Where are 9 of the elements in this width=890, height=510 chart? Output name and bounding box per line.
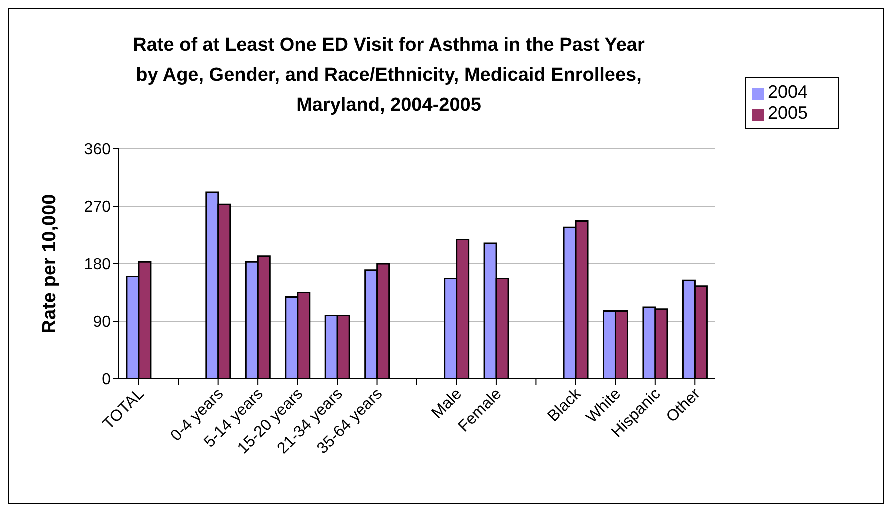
chart-title: Rate of at Least One ED Visit for Asthma in the Past Year by Age, Gender, and Race/Ethnicity, Medicaid Enrollees, Maryland, 2004-2005 [132,34,646,118]
y-tick-label: 180 [84,256,112,274]
y-axis-title: Rate per 10,000 [40,194,61,334]
legend-label: 2005 [768,103,808,123]
y-tick-label: 360 [84,142,112,159]
y-tick-label: 0 [102,372,112,389]
y-tick-label: 90 [93,314,112,332]
legend-label: 2004 [768,82,808,102]
y-tick-label: 270 [84,199,112,216]
